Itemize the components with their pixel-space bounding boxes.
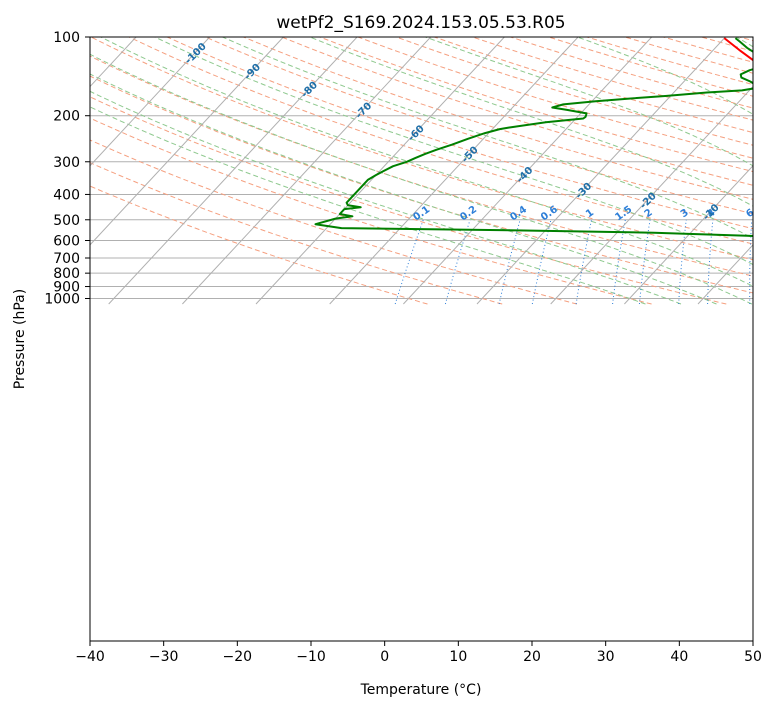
x-tick-label: 40 [670, 649, 688, 665]
x-tick-label: 30 [597, 649, 615, 665]
x-tick-label: −20 [223, 649, 253, 665]
y-axis-label: Pressure (hPa) [12, 289, 28, 389]
y-tick-label: 400 [53, 187, 80, 203]
y-tick-label: 1000 [44, 292, 80, 308]
chart-title: wetPf2_S169.2024.153.05.53.R05 [276, 13, 565, 33]
y-tick-label: 200 [53, 109, 80, 125]
x-tick-label: −40 [75, 649, 105, 665]
x-axis-label: Temperature (°C) [360, 682, 482, 698]
x-tick-label: 0 [380, 649, 389, 665]
x-tick-label: 20 [523, 649, 541, 665]
x-tick-label: 10 [449, 649, 467, 665]
x-tick-label: 50 [744, 649, 762, 665]
y-tick-label: 600 [53, 233, 80, 249]
x-tick-label: −10 [296, 649, 326, 665]
y-tick-label: 100 [53, 30, 80, 46]
y-tick-label: 700 [53, 251, 80, 267]
y-tick-label: 500 [53, 213, 80, 229]
x-tick-label: −30 [149, 649, 179, 665]
y-tick-label: 300 [53, 155, 80, 171]
